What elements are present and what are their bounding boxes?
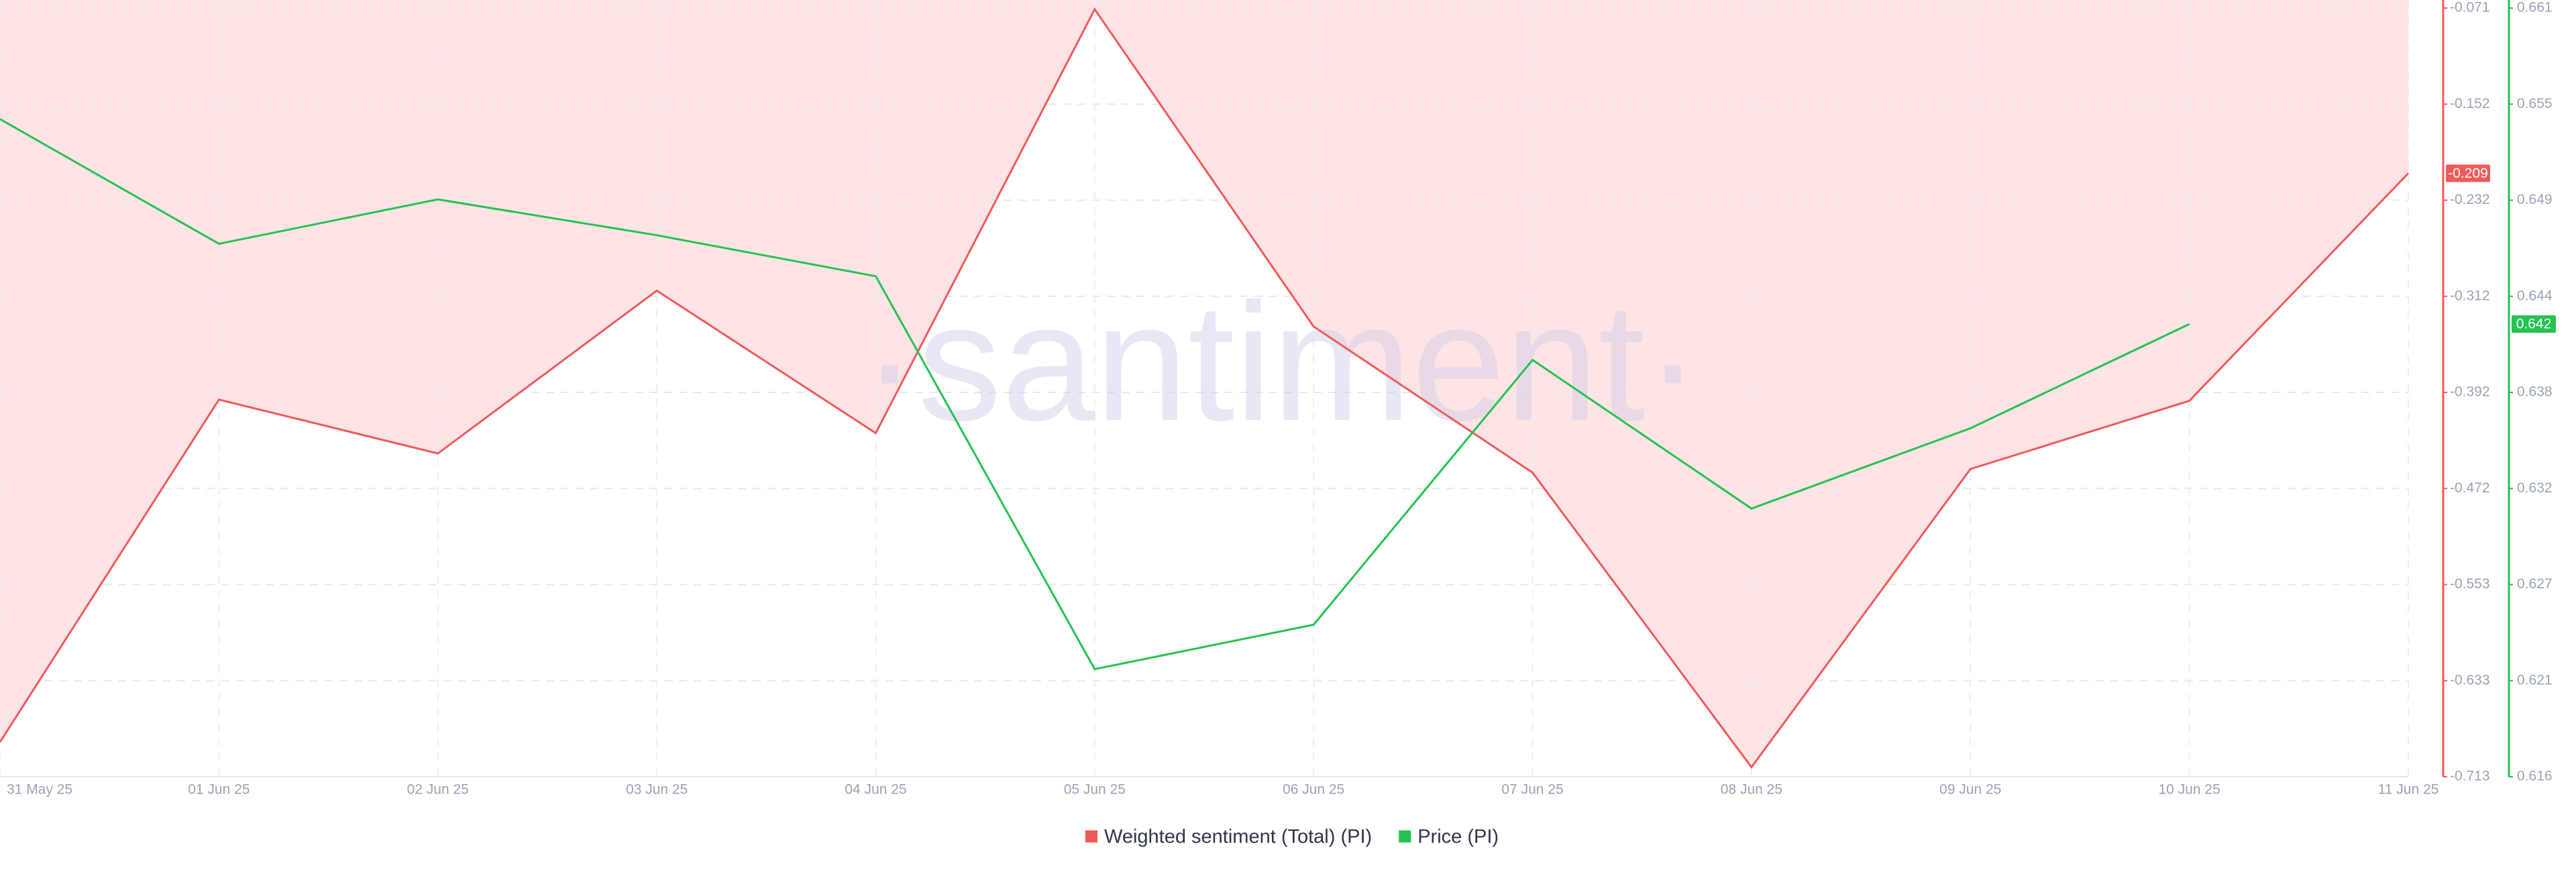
y-tick-label: -0.152	[2450, 96, 2490, 111]
x-tick-label: 07 Jun 25	[1501, 782, 1563, 798]
y2-tick-label: 0.616	[2517, 769, 2553, 784]
y2-tick-label: 0.644	[2517, 288, 2553, 303]
x-tick-label: 08 Jun 25	[1721, 782, 1782, 798]
series-line	[0, 7, 2410, 769]
y-tick-label: -0.232	[2450, 192, 2490, 207]
x-tick-label: 10 Jun 25	[2159, 782, 2220, 798]
y2-tick-label: 0.649	[2517, 192, 2553, 207]
x-tick-label: 03 Jun 25	[626, 782, 688, 798]
y2-tick-label: 0.632	[2517, 480, 2553, 496]
y-tick-label: -0.392	[2450, 384, 2490, 400]
x-tick-label: 31 May 25	[7, 782, 72, 798]
x-tick-label: 05 Jun 25	[1064, 782, 1126, 798]
x-tick-label: 09 Jun 25	[1939, 782, 2001, 798]
sentiment-area	[0, 0, 2408, 767]
y2-tick-label: 0.661	[2517, 0, 2553, 15]
series-line	[0, 118, 2190, 671]
last-value-label: -0.209	[2448, 166, 2488, 181]
legend-label: Price (PI)	[1417, 826, 1499, 848]
x-tick-label: 11 Jun 25	[2378, 782, 2439, 798]
x-tick-label: 04 Jun 25	[845, 782, 906, 798]
x-tick-label: 02 Jun 25	[407, 782, 469, 798]
last-value-badge	[2446, 164, 2490, 182]
legend-swatch	[1399, 830, 1411, 842]
y-tick-label: -0.713	[2450, 769, 2490, 784]
y-tick-label: -0.633	[2450, 672, 2490, 688]
last-value-badge	[2512, 315, 2556, 333]
y2-tick-label: 0.655	[2517, 96, 2553, 111]
legend-label: Weighted sentiment (Total) (PI)	[1104, 826, 1372, 848]
legend-swatch	[1085, 830, 1097, 842]
watermark: ·santiment·	[862, 268, 1701, 455]
y-tick-label: -0.472	[2450, 480, 2490, 496]
y2-tick-label: 0.638	[2517, 384, 2553, 400]
y-tick-label: -0.312	[2450, 288, 2490, 303]
x-tick-label: 01 Jun 25	[188, 782, 250, 798]
y-tick-label: -0.553	[2450, 576, 2490, 592]
x-tick-label: 06 Jun 25	[1283, 782, 1344, 798]
y2-tick-label: 0.627	[2517, 576, 2553, 592]
legend: Weighted sentiment (Total) (PI) Price (PI…	[1085, 826, 1499, 848]
last-value-label: 0.642	[2516, 317, 2552, 332]
y2-tick-label: 0.621	[2517, 672, 2553, 688]
y-tick-label: -0.071	[2450, 0, 2490, 15]
